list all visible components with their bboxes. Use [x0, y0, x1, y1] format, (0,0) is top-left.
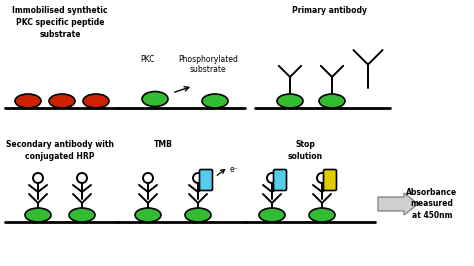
Text: TMB: TMB [154, 140, 173, 149]
Ellipse shape [83, 94, 109, 108]
Ellipse shape [25, 208, 51, 222]
Ellipse shape [142, 92, 168, 106]
Ellipse shape [135, 208, 161, 222]
Ellipse shape [49, 94, 75, 108]
Text: Stop
solution: Stop solution [287, 140, 323, 161]
Ellipse shape [259, 208, 285, 222]
Text: PKC: PKC [141, 55, 155, 64]
FancyBboxPatch shape [323, 169, 337, 190]
Ellipse shape [69, 208, 95, 222]
FancyArrow shape [378, 193, 418, 215]
Text: e⁻: e⁻ [230, 164, 238, 173]
Ellipse shape [319, 94, 345, 108]
Text: Absorbance
measured
at 450nm: Absorbance measured at 450nm [406, 188, 457, 220]
Text: Secondary antibody with
conjugated HRP: Secondary antibody with conjugated HRP [6, 140, 114, 161]
Text: Phosphorylated
substrate: Phosphorylated substrate [178, 55, 238, 74]
Ellipse shape [15, 94, 41, 108]
FancyBboxPatch shape [200, 169, 212, 190]
Ellipse shape [309, 208, 335, 222]
Ellipse shape [202, 94, 228, 108]
FancyBboxPatch shape [273, 169, 286, 190]
Text: Primary antibody: Primary antibody [292, 6, 367, 15]
Ellipse shape [185, 208, 211, 222]
Ellipse shape [277, 94, 303, 108]
Text: Immobilised synthetic
PKC specific peptide
substrate: Immobilised synthetic PKC specific pepti… [12, 6, 108, 39]
